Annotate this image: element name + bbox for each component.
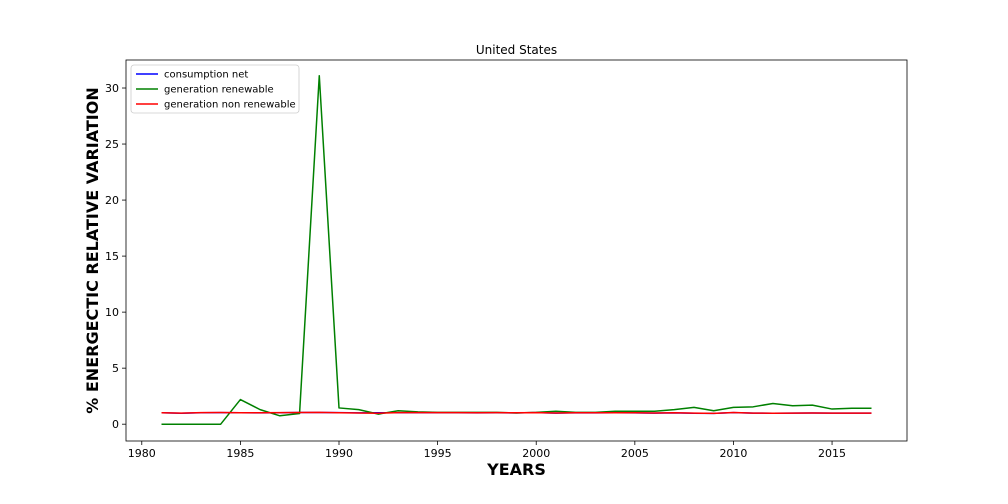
y-axis: 0 5 10 15 20 25 30 [105, 82, 126, 431]
y-tick-label: 15 [105, 250, 119, 263]
y-tick-label: 5 [112, 362, 119, 375]
plot-frame [125, 59, 908, 442]
y-tick-label: 0 [112, 418, 119, 431]
x-tick-label: 1980 [128, 447, 156, 460]
legend-box [130, 64, 300, 114]
x-tick-label: 2010 [719, 447, 747, 460]
legend-label: generation renewable [164, 85, 274, 96]
y-tick-label: 30 [105, 82, 119, 95]
x-tick-label: 2015 [818, 447, 846, 460]
y-tick-label: 20 [105, 194, 119, 207]
x-tick-label: 1985 [226, 447, 254, 460]
y-axis-label: % ENERGECTIC RELATIVE VARIATION [83, 87, 102, 413]
chart-title: United States [476, 43, 557, 57]
legend: consumption net generation renewable gener… [130, 64, 300, 114]
y-tick-label: 25 [105, 138, 119, 151]
legend-label: consumption net [164, 70, 248, 81]
x-axis: 1980 1985 1990 1995 2000 2005 2010 2015 [128, 441, 846, 460]
x-tick-label: 2000 [522, 447, 550, 460]
x-tick-label: 1990 [325, 447, 353, 460]
x-tick-label: 2005 [621, 447, 649, 460]
legend-label: generation non renewable [164, 100, 296, 111]
series-line-generation-non-renewable [161, 411, 872, 415]
series-layer [161, 74, 872, 425]
x-tick-label: 1995 [424, 447, 452, 460]
y-tick-label: 10 [105, 306, 119, 319]
x-axis-label: YEARS [486, 460, 546, 479]
